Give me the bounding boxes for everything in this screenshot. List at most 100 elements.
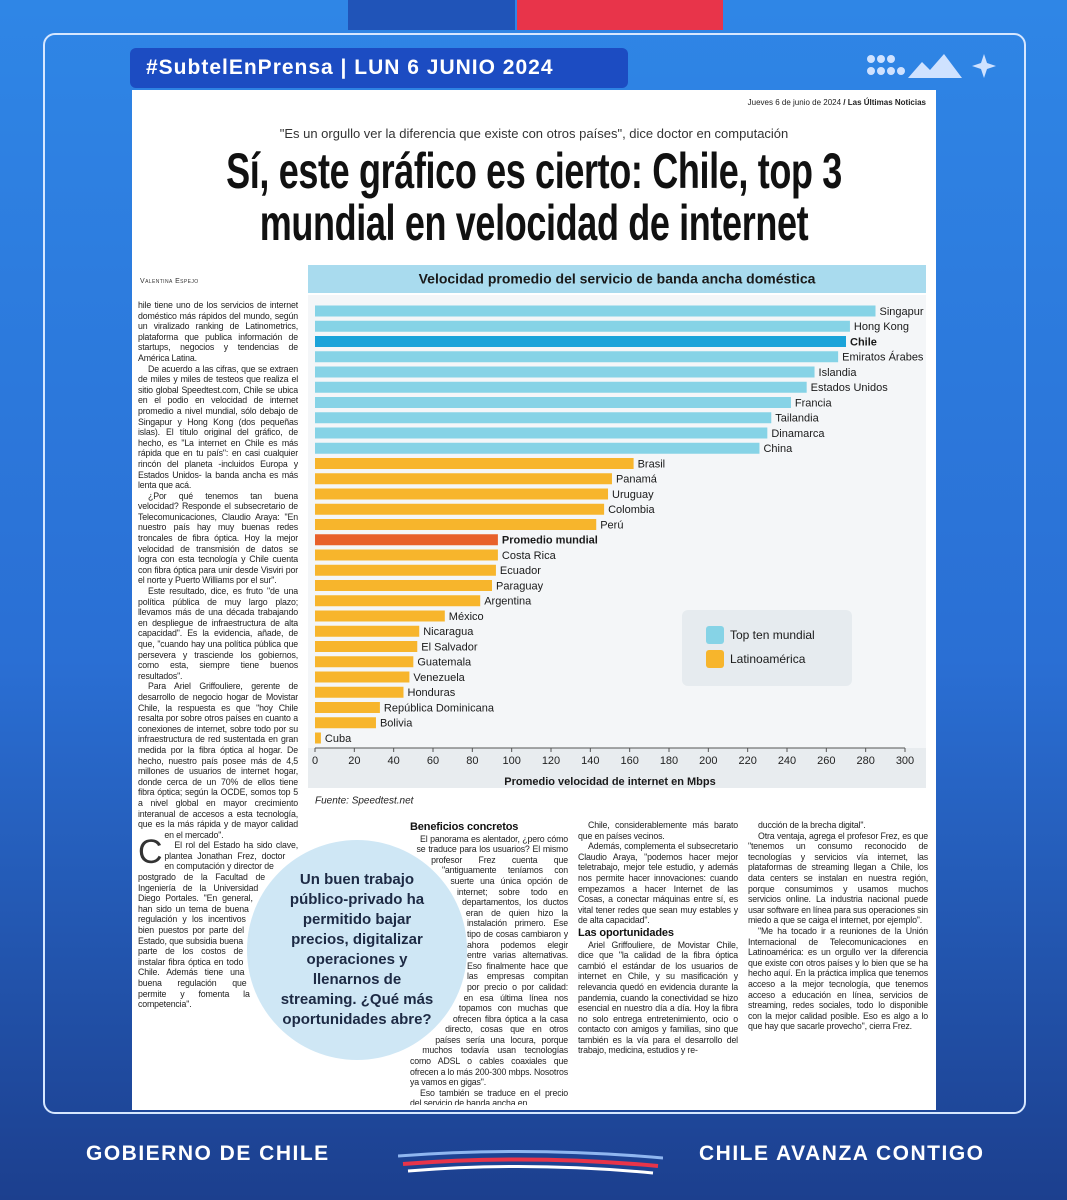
paragraph: Otra ventaja, agrega el profesor Frez, e… xyxy=(748,830,928,926)
bar-label: Hong Kong xyxy=(854,321,909,333)
legend-box xyxy=(682,610,852,686)
paragraph: Eso también se traduce en el precio del … xyxy=(410,1087,568,1105)
date: Jueves 6 de junio de 2024 xyxy=(747,98,842,107)
bar xyxy=(315,458,634,469)
bar-label: Honduras xyxy=(408,687,456,699)
bar-label: Dinamarca xyxy=(771,428,825,440)
bar xyxy=(315,336,846,347)
bar-label: Chile xyxy=(850,336,877,348)
bar-label: Singapur xyxy=(880,306,924,318)
x-tick-label: 20 xyxy=(348,755,360,767)
x-tick-label: 120 xyxy=(542,755,560,767)
byline: Valentina Espejo xyxy=(140,278,199,285)
strip-red xyxy=(517,0,723,30)
x-tick-label: 0 xyxy=(312,755,318,767)
bar-label: Brasil xyxy=(638,458,666,470)
article-column: Chile tiene uno de los servicios de inte… xyxy=(138,300,298,1105)
paragraph: El panorama es alentador, ¿pero cómo se … xyxy=(410,833,568,1088)
paragraph: Ariel Griffouliere, de Movistar Chile, d… xyxy=(578,939,738,1056)
footer-swoosh xyxy=(398,1149,663,1175)
bar xyxy=(315,320,850,332)
bar xyxy=(315,656,414,668)
bar xyxy=(315,717,376,729)
bar-label: Costa Rica xyxy=(502,550,557,562)
bar-label: Ecuador xyxy=(500,565,541,577)
section-heading: Beneficios concretos xyxy=(410,821,519,833)
bar-label: Uruguay xyxy=(612,489,654,501)
section-heading: Las oportunidades xyxy=(578,926,674,939)
x-axis-label: Promedio velocidad de internet en Mbps xyxy=(504,776,715,788)
kicker: "Es un orgullo ver la diferencia que exi… xyxy=(279,126,789,141)
strip-blue xyxy=(348,0,515,30)
legend-swatch xyxy=(706,650,724,668)
newspaper-clipping: Jueves 6 de junio de 2024 / Las Últimas … xyxy=(132,90,936,1110)
footer-left: GOBIERNO DE CHILE xyxy=(86,1142,330,1165)
bar-label: Panamá xyxy=(616,474,658,486)
paragraph: Además, complementa el subsecretario Cla… xyxy=(578,841,738,926)
paragraph: ¿Por qué tenemos tan buena velocidad? Re… xyxy=(138,490,298,586)
bar-label: México xyxy=(449,611,484,623)
bar-label: Emiratos Árabes U. xyxy=(842,351,926,364)
bar xyxy=(315,442,760,454)
bar-label: Promedio mundial xyxy=(502,535,598,547)
paragraph: Chile, considerablemente más barato que … xyxy=(578,820,738,841)
chart-title: Velocidad promedio del servicio de banda… xyxy=(419,271,816,287)
bar xyxy=(315,351,839,363)
bar xyxy=(315,503,605,515)
bar-label: Paraguay xyxy=(496,580,544,592)
bar xyxy=(315,427,768,439)
paragraph: Chile tiene uno de los servicios de inte… xyxy=(138,300,298,871)
bar-label: Nicaragua xyxy=(423,626,474,638)
x-tick-label: 80 xyxy=(466,755,478,767)
x-tick-label: 240 xyxy=(778,755,796,767)
x-tick-label: 300 xyxy=(896,755,914,767)
bar xyxy=(315,702,380,713)
top-strip xyxy=(348,0,723,30)
bar xyxy=(315,671,410,683)
bar xyxy=(315,732,321,744)
bar-label: China xyxy=(763,443,793,455)
bar xyxy=(315,564,496,576)
header-tag: #SubtelEnPrensa | LUN 6 JUNIO 2024 xyxy=(130,48,628,88)
mountain-icon xyxy=(908,54,962,78)
bar-label: Argentina xyxy=(484,596,532,608)
x-tick-label: 180 xyxy=(660,755,678,767)
legend-label: Latinoamérica xyxy=(730,652,806,666)
bar xyxy=(315,625,420,637)
bar xyxy=(315,473,612,485)
headline: mundial en velocidad de internet xyxy=(259,195,809,251)
bar-label: República Dominicana xyxy=(384,702,495,714)
paragraph: ducción de la brecha digital". xyxy=(758,820,866,830)
bar xyxy=(315,549,498,561)
bar-label: Tailandia xyxy=(775,413,819,425)
bar xyxy=(315,519,597,530)
bar-label: Islandia xyxy=(819,367,858,379)
bar-label: Cuba xyxy=(325,733,352,745)
dots-icon xyxy=(867,55,905,75)
bar xyxy=(315,488,609,500)
footer-right: CHILE AVANZA CONTIGO xyxy=(699,1142,985,1165)
star-icon xyxy=(972,54,996,78)
x-tick-label: 280 xyxy=(856,755,874,767)
headline: Sí, este gráfico es cierto: Chile, top 3 xyxy=(226,143,842,199)
x-tick-label: 160 xyxy=(620,755,638,767)
bar xyxy=(315,305,876,317)
article-column: Chile, considerablemente más barato que … xyxy=(578,820,738,1105)
chart-title-bar xyxy=(308,265,926,293)
chart-source: Fuente: Speedtest.net xyxy=(315,796,415,807)
bar-label: Colombia xyxy=(608,504,655,516)
chart: Velocidad promedio del servicio de banda… xyxy=(308,265,926,807)
paragraph: De acuerdo a las cifras, que se extraen … xyxy=(138,363,298,491)
bar xyxy=(315,534,498,546)
bar xyxy=(315,610,445,622)
x-tick-label: 220 xyxy=(738,755,756,767)
x-tick-label: 40 xyxy=(388,755,400,767)
x-tick-label: 60 xyxy=(427,755,439,767)
x-tick-label: 100 xyxy=(502,755,520,767)
article-column: Beneficios concretos El panorama es alent… xyxy=(410,820,568,1105)
axis-band xyxy=(308,748,926,788)
bar-label: Francia xyxy=(795,397,833,409)
x-tick-label: 260 xyxy=(817,755,835,767)
bar xyxy=(315,595,481,607)
